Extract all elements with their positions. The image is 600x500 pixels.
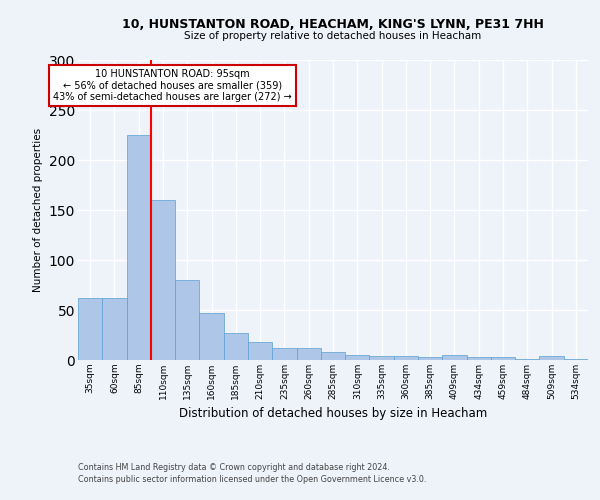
Bar (224, 333, 248, 360)
Bar (564, 359, 588, 360)
Bar (467, 357, 491, 360)
Text: Contains public sector information licensed under the Open Government Licence v3: Contains public sector information licen… (78, 475, 427, 484)
Bar (491, 357, 515, 360)
Bar (370, 356, 394, 360)
Bar (199, 313, 224, 360)
Bar (248, 342, 272, 360)
Bar (127, 135, 151, 360)
Bar (296, 348, 321, 360)
Bar (539, 356, 564, 360)
Bar (78, 298, 102, 360)
Bar (321, 352, 345, 360)
Bar (102, 298, 127, 360)
Bar (151, 200, 175, 360)
Bar (175, 280, 199, 360)
Text: 10 HUNSTANTON ROAD: 95sqm
← 56% of detached houses are smaller (359)
43% of semi: 10 HUNSTANTON ROAD: 95sqm ← 56% of detac… (53, 69, 292, 102)
Y-axis label: Number of detached properties: Number of detached properties (33, 128, 43, 292)
Bar (442, 355, 467, 360)
Text: Contains HM Land Registry data © Crown copyright and database right 2024.: Contains HM Land Registry data © Crown c… (78, 464, 390, 472)
Text: 10, HUNSTANTON ROAD, HEACHAM, KING'S LYNN, PE31 7HH: 10, HUNSTANTON ROAD, HEACHAM, KING'S LYN… (122, 18, 544, 30)
Text: Size of property relative to detached houses in Heacham: Size of property relative to detached ho… (184, 31, 482, 41)
Bar (345, 355, 370, 360)
Bar (272, 348, 296, 360)
Bar (418, 357, 442, 360)
X-axis label: Distribution of detached houses by size in Heacham: Distribution of detached houses by size … (179, 408, 487, 420)
Bar (515, 359, 539, 360)
Bar (394, 356, 418, 360)
